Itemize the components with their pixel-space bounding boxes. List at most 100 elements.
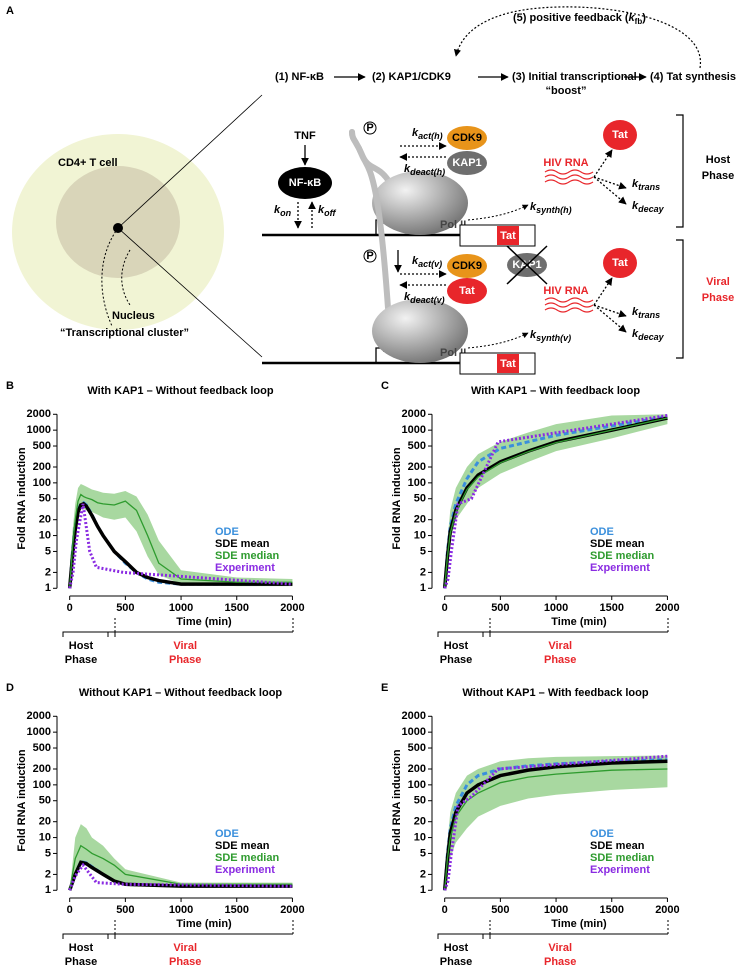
y-tick-label: 100: [408, 477, 426, 489]
viral-bracket: [107, 933, 293, 939]
rate-subscript: decay: [638, 204, 665, 214]
y-tick-label: 1: [45, 884, 51, 896]
zoom-line: [117, 227, 263, 358]
x-tick-label: 1500: [600, 602, 624, 614]
panel-label: A: [6, 5, 14, 17]
chart-title: Without KAP1 – With feedback loop: [462, 687, 648, 699]
x-tick-label: 0: [442, 904, 448, 916]
rna-strand: [544, 179, 594, 185]
rate-label: kact(h): [412, 127, 443, 141]
rate-symbol: k: [318, 204, 325, 216]
rate-symbol: k: [412, 255, 419, 267]
legend-entry: ODE: [215, 526, 239, 538]
rna-label: HIV RNA: [543, 285, 588, 297]
step-label: (2) KAP1/CDK9: [372, 71, 451, 83]
phase-label: Viral: [548, 640, 572, 652]
tat-gene: [497, 354, 519, 373]
y-tick-label: 2: [420, 868, 426, 880]
x-tick-label: 500: [116, 602, 134, 614]
series-line: [443, 415, 668, 589]
cross: [506, 245, 548, 285]
legend-entry: Experiment: [590, 864, 650, 876]
y-tick-label: 1: [420, 884, 426, 896]
rate-subscript: trans: [638, 310, 660, 320]
step-label: (4) Tat synthesis: [650, 71, 736, 83]
y-tick-label: 200: [408, 763, 426, 775]
phase-label: Host: [444, 640, 469, 652]
phospho: [363, 249, 377, 263]
phospho-label: P: [366, 250, 373, 262]
legend-entry: SDE median: [590, 852, 654, 864]
rna-strand: [544, 169, 594, 175]
y-tick-label: 2000: [402, 710, 426, 722]
rate-subscript: off: [324, 208, 336, 218]
rate-symbol: k: [530, 201, 537, 213]
tat-label: Tat: [459, 285, 475, 297]
y-tick-label: 2: [420, 566, 426, 578]
phase-label: Phase: [65, 654, 97, 666]
rate-label: ksynth(h): [530, 201, 572, 215]
arrow: [593, 304, 627, 318]
pointer: [121, 249, 131, 306]
rate-subscript: act(v): [418, 259, 442, 269]
legend-entry: SDE median: [590, 550, 654, 562]
legend-entry: Experiment: [215, 864, 275, 876]
phase-label: Phase: [169, 654, 201, 666]
cdk9: [447, 254, 487, 278]
y-axis-label: Fold RNA induction: [391, 447, 403, 550]
y-tick-label: 50: [414, 795, 426, 807]
x-tick-label: 500: [491, 904, 509, 916]
y-tick-label: 5: [45, 545, 51, 557]
host-bracket: [437, 631, 491, 637]
step-label: “boost”: [546, 85, 587, 97]
x-tick-label: 0: [442, 602, 448, 614]
panel-label: B: [6, 380, 14, 392]
y-tick-label: 1000: [402, 424, 426, 436]
rate-symbol: k: [404, 163, 411, 175]
y-tick-label: 2000: [402, 408, 426, 420]
synth-arrow: [467, 204, 529, 221]
y-tick-label: 100: [33, 779, 51, 791]
y-tick-label: 500: [408, 440, 426, 452]
rate-subscript: deact(v): [410, 295, 445, 305]
rate-subscript: on: [280, 208, 291, 218]
rate-symbol: k: [274, 204, 281, 216]
series-line: [444, 417, 668, 589]
y-tick-label: 10: [414, 831, 426, 843]
y-tick-label: 100: [408, 779, 426, 791]
rna-strand: [544, 297, 594, 303]
series-line: [69, 493, 293, 589]
legend-entry: SDE mean: [590, 840, 645, 852]
y-tick-label: 10: [39, 831, 51, 843]
phase-label: Viral: [173, 640, 197, 652]
legend-entry: ODE: [590, 828, 614, 840]
x-axis-label: Time (min): [176, 918, 232, 930]
host-bracket: [62, 631, 116, 637]
phase-label: Phase: [544, 956, 576, 968]
y-tick-label: 500: [408, 742, 426, 754]
nfkb: [278, 167, 332, 199]
rate-symbol: k: [412, 127, 419, 139]
feedback-label: (5) positive feedback (kfb): [513, 12, 646, 26]
nucleus: [56, 166, 180, 278]
viral-bracket: [107, 631, 293, 637]
x-tick-label: 500: [491, 602, 509, 614]
rate-subscript: act(h): [418, 131, 443, 141]
y-tick-label: 5: [420, 545, 426, 557]
tat-protein: [603, 248, 637, 278]
rate-label: ktrans: [632, 306, 660, 320]
y-tick-label: 1000: [402, 726, 426, 738]
feedback-part: k: [629, 12, 636, 24]
phase-label: Viral: [548, 942, 572, 954]
cdk9-label: CDK9: [452, 260, 482, 272]
tat-gene-label: Tat: [500, 230, 516, 242]
synth-arrow: [467, 332, 529, 349]
sde-band: [444, 755, 668, 891]
rate-label: kdecay: [632, 200, 665, 214]
y-tick-label: 2000: [27, 408, 51, 420]
y-tick-label: 5: [420, 847, 426, 859]
x-axis-label: Time (min): [551, 616, 607, 628]
legend-entry: SDE median: [215, 852, 279, 864]
series-line: [67, 501, 293, 589]
